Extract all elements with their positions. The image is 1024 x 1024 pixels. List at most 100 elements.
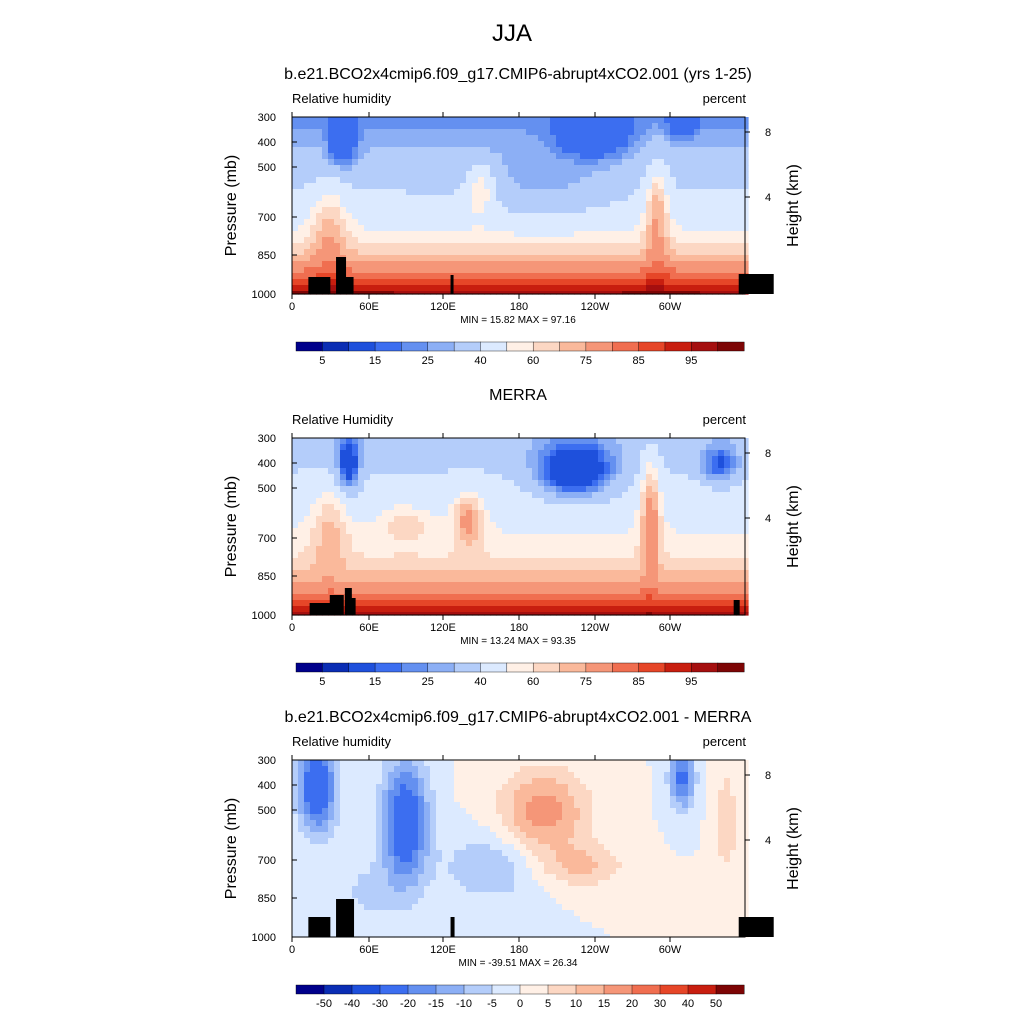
- heatmap-cell: [550, 444, 557, 451]
- heatmap-cell: [706, 576, 713, 583]
- heatmap-cell: [484, 171, 491, 178]
- heatmap-cell: [658, 576, 665, 583]
- heatmap-cell: [610, 183, 617, 190]
- heatmap-cell: [706, 772, 713, 779]
- heatmap-cell: [574, 766, 581, 773]
- heatmap-cell: [670, 183, 677, 190]
- heatmap-cell: [568, 516, 575, 523]
- heatmap-cell: [472, 123, 479, 130]
- heatmap-cell: [610, 147, 617, 154]
- heatmap-cell: [610, 504, 617, 511]
- heatmap-cell: [634, 564, 641, 571]
- heatmap-cell: [328, 195, 335, 202]
- heatmap-cell: [496, 480, 503, 487]
- heatmap-cell: [304, 159, 311, 166]
- heatmap-cell: [676, 510, 683, 517]
- heatmap-cell: [712, 273, 719, 280]
- colorbar-swatch: [585, 341, 613, 352]
- heatmap-cell: [694, 600, 701, 607]
- heatmap-cell: [634, 540, 641, 547]
- heatmap-cell: [298, 147, 305, 154]
- heatmap-cell: [688, 195, 695, 202]
- heatmap-cell: [448, 165, 455, 172]
- heatmap-cell: [562, 582, 569, 589]
- heatmap-cell: [316, 195, 323, 202]
- heatmap-cell: [592, 285, 599, 292]
- heatmap-cell: [466, 504, 473, 511]
- heatmap-cell: [532, 213, 539, 220]
- heatmap-cell: [376, 492, 383, 499]
- heatmap-cell: [736, 564, 743, 571]
- heatmap-cell: [580, 261, 587, 268]
- heatmap-cell: [478, 177, 485, 184]
- heatmap-cell: [514, 474, 521, 481]
- heatmap-cell: [586, 213, 593, 220]
- heatmap-cell: [586, 255, 593, 262]
- heatmap-cell: [364, 612, 371, 616]
- heatmap-cell: [646, 129, 653, 136]
- heatmap-cell: [292, 279, 299, 286]
- heatmap-cell: [688, 528, 695, 535]
- heatmap-cell: [604, 279, 611, 286]
- heatmap-cell: [724, 766, 731, 773]
- heatmap-cell: [628, 612, 635, 616]
- heatmap-cell: [370, 243, 377, 250]
- heatmap-cell: [382, 135, 389, 142]
- heatmap-cell: [508, 189, 515, 196]
- heatmap-cell: [526, 123, 533, 130]
- heatmap-cell: [628, 594, 635, 601]
- heatmap-cell: [592, 570, 599, 577]
- heatmap-cell: [694, 123, 701, 130]
- heatmap-cell: [298, 195, 305, 202]
- heatmap-cell: [370, 147, 377, 154]
- heatmap-cell: [628, 760, 635, 767]
- heatmap-cell: [532, 546, 539, 553]
- heatmap-cell: [334, 195, 341, 202]
- heatmap-cell: [580, 492, 587, 499]
- heatmap-cell: [400, 456, 407, 463]
- heatmap-cell: [532, 237, 539, 244]
- heatmap-cell: [370, 213, 377, 220]
- heatmap-cell: [640, 564, 647, 571]
- heatmap-cell: [418, 147, 425, 154]
- heatmap-cell: [670, 468, 677, 475]
- heatmap-cell: [334, 450, 341, 457]
- heatmap-cell: [352, 267, 359, 274]
- heatmap-cell: [526, 534, 533, 541]
- heatmap-cell: [514, 516, 521, 523]
- heatmap-cell: [592, 600, 599, 607]
- heatmap-cell: [724, 195, 731, 202]
- heatmap-cell: [682, 534, 689, 541]
- heatmap-cell: [604, 456, 611, 463]
- heatmap-cell: [448, 462, 455, 469]
- heatmap-cell: [460, 201, 467, 208]
- heatmap-cell: [562, 237, 569, 244]
- heatmap-cell: [580, 474, 587, 481]
- heatmap-cell: [328, 444, 335, 451]
- heatmap-cell: [310, 546, 317, 553]
- heatmap-cell: [622, 552, 629, 559]
- heatmap-cell: [370, 546, 377, 553]
- heatmap-cell: [442, 273, 449, 280]
- heatmap-cell: [364, 474, 371, 481]
- heatmap-cell: [670, 438, 677, 445]
- heatmap-cell: [322, 177, 329, 184]
- heatmap-cell: [724, 225, 731, 232]
- heatmap-cell: [334, 516, 341, 523]
- heatmap-cell: [520, 778, 527, 785]
- heatmap-cell: [418, 760, 425, 767]
- heatmap-cell: [520, 165, 527, 172]
- heatmap-cell: [574, 492, 581, 499]
- heatmap-cell: [400, 546, 407, 553]
- heatmap-cell: [400, 570, 407, 577]
- heatmap-cell: [508, 183, 515, 190]
- heatmap-cell: [322, 504, 329, 511]
- heatmap-cell: [406, 778, 413, 785]
- heatmap-cell: [616, 558, 623, 565]
- heatmap-cell: [646, 564, 653, 571]
- heatmap-cell: [322, 558, 329, 565]
- heatmap-cell: [658, 219, 665, 226]
- heatmap-cell: [388, 279, 395, 286]
- heatmap-cell: [562, 444, 569, 451]
- heatmap-cell: [736, 195, 743, 202]
